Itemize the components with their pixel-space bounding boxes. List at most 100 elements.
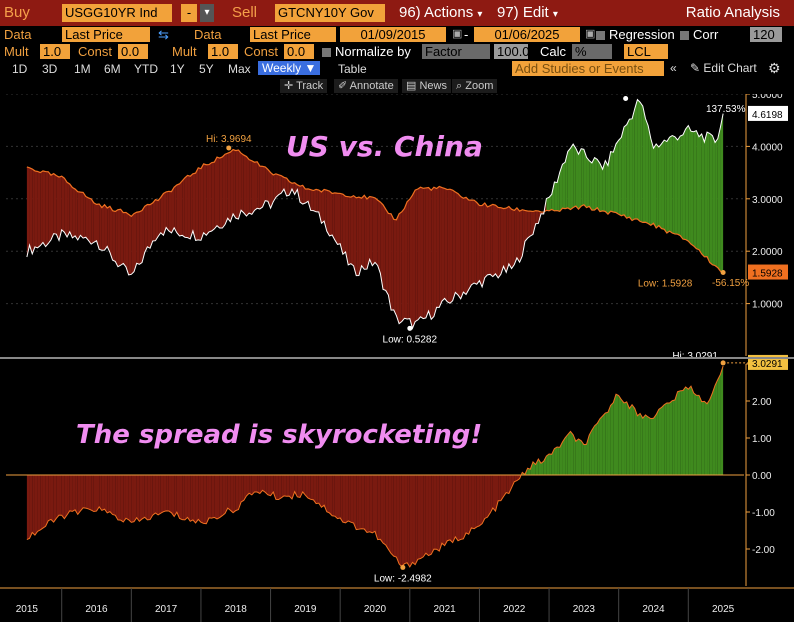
table-button[interactable]: Table <box>338 62 367 76</box>
positive-fill-segment <box>546 197 550 211</box>
corr-checkbox[interactable]: Corr <box>680 27 718 42</box>
negative-fill-segment <box>217 157 220 228</box>
spread-negative-segment <box>48 475 51 521</box>
timeframe-toolbar: 1D 3D 1M 6M YTD 1Y 5Y Max Weekly ▼ Table… <box>0 60 794 78</box>
negative-fill-segment <box>67 182 70 237</box>
corr-window-input[interactable]: 120 <box>750 27 782 42</box>
negative-fill-segment <box>182 177 185 238</box>
const1-input[interactable]: 0.0 <box>118 44 148 59</box>
spread-negative-segment <box>200 475 204 524</box>
positive-fill-segment <box>634 99 638 220</box>
y-tick-label: 5.0000 <box>752 94 783 101</box>
buy-ticker-input[interactable]: USGG10YR Ind <box>62 4 172 22</box>
spread-negative-segment <box>40 475 43 530</box>
mult2-input[interactable]: 1.0 <box>208 44 238 59</box>
end-date-input[interactable]: 01/06/2025 <box>474 27 580 42</box>
swap-icon[interactable]: ⇆ <box>158 27 169 42</box>
negative-fill-segment <box>329 191 333 236</box>
magnifier-icon: ⌕ <box>456 80 463 92</box>
factor-input[interactable]: 100.0 <box>494 44 528 59</box>
spread-positive-segment <box>693 392 697 475</box>
collapse-icon[interactable]: « <box>670 61 677 75</box>
tf-5y[interactable]: 5Y <box>199 62 214 76</box>
spread-positive-segment <box>690 386 694 475</box>
tf-weekly-select[interactable]: Weekly ▼ <box>258 61 321 75</box>
negative-fill-segment <box>532 210 536 235</box>
normalize-checkbox[interactable]: Normalize by <box>322 44 411 59</box>
negative-fill-segment <box>203 163 207 236</box>
normalize-select[interactable]: Factor <box>422 44 490 59</box>
tf-3d[interactable]: 3D <box>42 62 58 76</box>
negative-fill-segment <box>455 192 459 295</box>
negative-fill-segment <box>192 173 196 241</box>
calc-select[interactable]: % <box>572 44 612 59</box>
spread-negative-segment <box>300 475 303 498</box>
x-axis: 2015 2016 2017 2018 2019 2020 2021 2022 2023 2024… <box>0 587 794 622</box>
spread-negative-segment <box>155 475 159 515</box>
sell-ticker-input[interactable]: GTCNY10Y Gov <box>275 4 385 22</box>
data1-select[interactable]: Last Price <box>62 27 150 42</box>
actions-menu[interactable]: 96) Actions ▾ <box>399 4 482 21</box>
negative-fill-segment <box>503 208 507 273</box>
spread-positive-segment <box>645 414 649 475</box>
spread-negative-segment <box>377 475 381 540</box>
start-date-input[interactable]: 01/09/2015 <box>340 27 446 42</box>
tf-1m[interactable]: 1M <box>74 62 91 76</box>
spread-positive-segment <box>634 408 638 475</box>
spread-positive-segment <box>559 441 563 475</box>
spread-negative-segment <box>358 475 362 530</box>
spread-positive-segment <box>707 399 710 475</box>
data2-select[interactable]: Last Price <box>250 27 336 42</box>
actions-label: 96) Actions <box>399 4 474 21</box>
settings-gear-icon[interactable]: ⚙ <box>768 60 781 76</box>
positive-fill-segment <box>599 163 603 212</box>
buy-ticker-dash[interactable]: - <box>181 4 197 22</box>
annotate-tool[interactable]: ✐ Annotate <box>334 79 398 93</box>
tf-1y[interactable]: 1Y <box>170 62 185 76</box>
positive-fill-segment <box>693 130 697 249</box>
regression-checkbox[interactable]: Regression <box>596 27 675 42</box>
spread-positive-segment <box>709 393 713 475</box>
tf-6m[interactable]: 6M <box>104 62 121 76</box>
spread-negative-segment <box>254 475 258 493</box>
lcl-select[interactable]: LCL <box>624 44 668 59</box>
track-tool[interactable]: ✛ Track <box>280 79 328 93</box>
corr-label: Corr <box>693 27 719 42</box>
negative-fill-segment <box>326 190 330 236</box>
const2-input[interactable]: 0.0 <box>284 44 314 59</box>
spread-negative-segment <box>109 475 113 515</box>
positive-fill-segment <box>549 194 552 211</box>
tf-max[interactable]: Max <box>228 62 251 76</box>
negative-fill-segment <box>72 187 76 238</box>
negative-fill-segment <box>476 202 480 285</box>
start-calendar-icon[interactable]: ▣ <box>452 28 463 40</box>
spread-negative-segment <box>53 475 57 523</box>
tf-1d[interactable]: 1D <box>12 62 28 76</box>
spread-negative-segment <box>415 475 418 565</box>
ratio-chart[interactable]: Hi: 3.9694 Low: 0.5282 Hi: 4.9137 Low: 1.59… <box>0 94 794 622</box>
negative-fill-segment <box>498 207 501 278</box>
edit-menu[interactable]: 97) Edit ▾ <box>497 4 558 21</box>
china-yield-line <box>26 148 724 275</box>
edit-chart-button[interactable]: ✎ Edit Chart <box>690 61 757 75</box>
spread-positive-segment <box>594 423 598 475</box>
zoom-tool[interactable]: ⌕ Zoom <box>452 79 498 93</box>
buy-dropdown-icon[interactable]: ▾ <box>200 4 214 22</box>
negative-fill-segment <box>88 197 92 245</box>
positive-fill-segment <box>624 124 627 219</box>
spread-positive-segment <box>653 414 657 475</box>
spread-positive-segment <box>549 454 552 475</box>
news-tool[interactable]: ▤ News <box>402 79 451 93</box>
negative-fill-segment <box>171 187 175 233</box>
spread-negative-segment <box>142 475 145 519</box>
add-studies-input[interactable]: Add Studies or Events <box>512 61 664 76</box>
tf-ytd[interactable]: YTD <box>134 62 158 76</box>
end-calendar-icon[interactable]: ▣ <box>585 28 596 40</box>
spread-negative-segment <box>428 475 432 556</box>
annotate-label: Annotate <box>349 80 394 92</box>
x-tick-label: 2021 <box>433 604 456 615</box>
spread-negative-segment <box>353 475 357 530</box>
negative-fill-segment <box>433 187 437 317</box>
mult1-input[interactable]: 1.0 <box>40 44 70 59</box>
spread-negative-segment <box>96 475 100 512</box>
